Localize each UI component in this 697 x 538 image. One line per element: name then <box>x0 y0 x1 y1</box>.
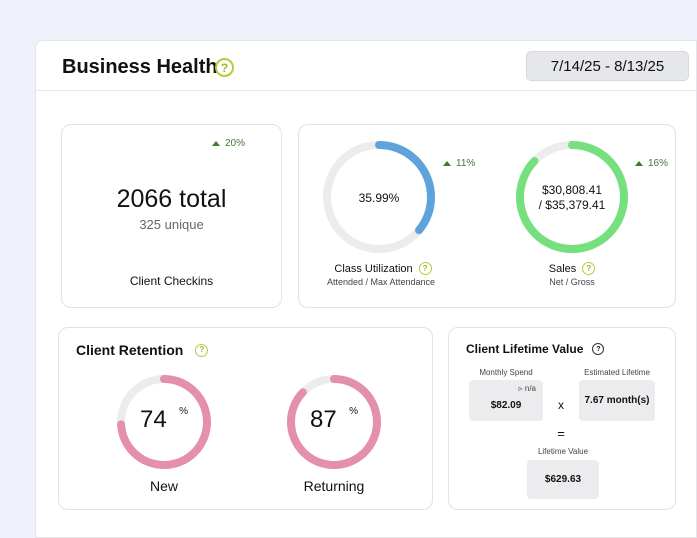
utilization-label: Class Utilization ? <box>313 262 453 275</box>
new-number: 74 <box>139 406 167 433</box>
trend-up-icon <box>212 141 220 146</box>
page-title: Business Health <box>62 56 218 78</box>
help-icon[interactable]: ? <box>418 262 432 275</box>
checkins-label: Client Checkins <box>129 274 214 288</box>
ring-progress <box>516 141 628 253</box>
clv-title: Client Lifetime Value <box>466 342 584 356</box>
lifetime-value-label: Lifetime Value <box>537 447 589 456</box>
trend-up-icon <box>635 161 643 166</box>
returning-ring <box>287 375 381 469</box>
returning-label: Returning <box>303 478 365 494</box>
sales-label-text: Sales <box>548 262 577 275</box>
sales-gross: / $35,379.41 <box>538 198 606 212</box>
new-unit: % <box>179 406 189 417</box>
monthly-spend-label: Monthly Spend <box>479 368 533 377</box>
new-ring <box>117 375 211 469</box>
panel-header: Business Health ? 7/14/25 - 8/13/25 <box>36 41 696 91</box>
returning-unit: % <box>349 406 359 417</box>
retention-title: Client Retention <box>76 342 184 358</box>
trend-value: 20% <box>225 138 246 149</box>
ring-progress <box>287 375 381 469</box>
date-range-picker[interactable]: 7/14/25 - 8/13/25 <box>526 51 689 81</box>
retention-title-row: Client Retention ? <box>76 342 209 358</box>
returning-value: 87 % <box>285 406 383 434</box>
client-retention-card: Client Retention ? 74 % New 87 % Returni… <box>58 327 433 510</box>
sales-trend: 16% <box>635 158 668 169</box>
utilization-ring <box>323 141 435 253</box>
info-icon[interactable]: ? <box>592 343 605 355</box>
help-icon[interactable]: ? <box>195 343 209 357</box>
utilization-label-text: Class Utilization <box>334 262 413 275</box>
estimated-lifetime-box: 7.67 month(s) <box>579 380 655 421</box>
monthly-spend-trend: ▹ n/a <box>519 384 536 393</box>
checkins-unique: 325 unique <box>139 217 204 232</box>
sales-label: Sales ? <box>512 262 632 275</box>
help-icon[interactable]: ? <box>582 262 596 275</box>
equals-symbol: = <box>557 426 565 441</box>
clv-title-row: Client Lifetime Value ? <box>466 342 605 356</box>
client-checkins-card: 20% 2066 total 325 unique Client Checkin… <box>61 124 282 308</box>
play-icon: ▹ <box>518 384 523 393</box>
estimated-lifetime-label: Estimated Lifetime <box>584 368 650 377</box>
sales-value: $30,808.41 / $35,379.41 <box>512 183 632 213</box>
ring-progress <box>117 375 211 469</box>
client-lifetime-value-card: Client Lifetime Value ? Monthly Spend $8… <box>448 327 676 510</box>
checkins-total: 2066 total <box>116 185 227 213</box>
help-icon[interactable]: ? <box>215 58 234 77</box>
monthly-spend-box: $82.09 ▹ n/a <box>469 380 543 421</box>
sales-net: $30,808.41 <box>541 183 603 197</box>
sales-ring <box>516 141 628 253</box>
utilization-sales-card: 35.99% 11% Class Utilization ? Attended … <box>298 124 676 308</box>
returning-number: 87 <box>309 406 337 433</box>
ring-progress <box>323 141 435 253</box>
utilization-value: 35.99% <box>358 191 400 205</box>
trend-value: 11% <box>456 158 476 169</box>
utilization-sublabel: Attended / Max Attendance <box>326 277 436 287</box>
utilization-trend: 11% <box>443 158 475 169</box>
times-symbol: x <box>558 398 564 412</box>
monthly-spend-value: $82.09 <box>490 399 522 411</box>
lifetime-value-box: $629.63 <box>527 460 599 499</box>
sales-sublabel: Net / Gross <box>549 277 595 287</box>
new-value: 74 % <box>115 406 213 434</box>
trend-indicator: 20% <box>212 138 245 149</box>
trend-up-icon <box>443 161 451 166</box>
trend-value: 16% <box>648 158 669 169</box>
new-label: New <box>149 478 178 494</box>
monthly-spend-trend-value: n/a <box>524 384 536 393</box>
